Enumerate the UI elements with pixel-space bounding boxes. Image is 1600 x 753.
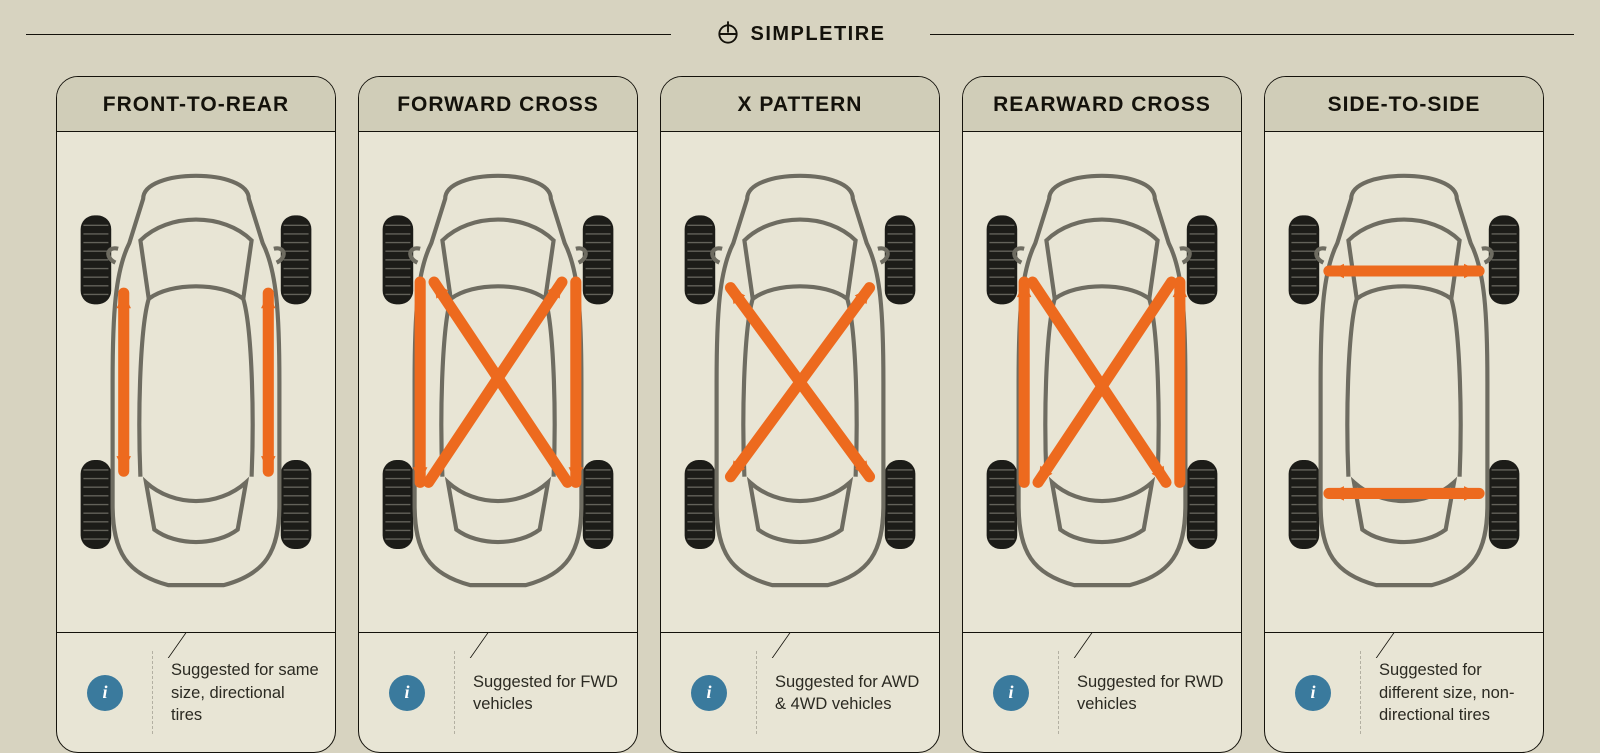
footer-badge-cell: i	[963, 633, 1059, 752]
card-footer: i Suggested for RWD vehicles	[963, 632, 1241, 752]
card-diagram	[359, 132, 637, 632]
info-icon: i	[1295, 675, 1331, 711]
footer-separator	[756, 651, 757, 734]
card-diagram	[661, 132, 939, 632]
card-diagram	[1265, 132, 1543, 632]
footer-separator	[454, 651, 455, 734]
card-title: FORWARD CROSS	[359, 77, 637, 132]
brand-row: SIMPLETIRE	[0, 10, 1600, 58]
card-diagram	[57, 132, 335, 632]
footer-corner-tab	[153, 632, 187, 658]
card-side-to-side: SIDE-TO-SIDE i Suggested for different s…	[1264, 76, 1544, 753]
rule-left	[26, 34, 671, 35]
card-x-pattern: X PATTERN i Suggested for AWD & 4WD vehi…	[660, 76, 940, 753]
card-footer: i Suggested for same size, directional t…	[57, 632, 335, 752]
card-front-to-rear: FRONT-TO-REAR i Suggested for same size,…	[56, 76, 336, 753]
card-footer: i Suggested for different size, non-dire…	[1265, 632, 1543, 752]
footer-badge-cell: i	[57, 633, 153, 752]
brand-name: SIMPLETIRE	[751, 23, 886, 46]
info-icon: i	[389, 675, 425, 711]
rule-right	[930, 34, 1575, 35]
brand-logo-icon	[715, 21, 741, 47]
card-footer: i Suggested for AWD & 4WD vehicles	[661, 632, 939, 752]
card-title: SIDE-TO-SIDE	[1265, 77, 1543, 132]
info-icon: i	[691, 675, 727, 711]
footer-separator	[1360, 651, 1361, 734]
footer-separator	[1058, 651, 1059, 734]
card-title: X PATTERN	[661, 77, 939, 132]
card-rearward-cross: REARWARD CROSS i Suggested for RWD vehic…	[962, 76, 1242, 753]
footer-separator	[152, 651, 153, 734]
cards-row: FRONT-TO-REAR i Suggested for same size,…	[0, 58, 1600, 753]
card-title: REARWARD CROSS	[963, 77, 1241, 132]
card-forward-cross: FORWARD CROSS i Suggested for FWD vehicl…	[358, 76, 638, 753]
footer-badge-cell: i	[661, 633, 757, 752]
footer-corner-tab	[757, 632, 791, 658]
footer-corner-tab	[455, 632, 489, 658]
footer-badge-cell: i	[359, 633, 455, 752]
footer-corner-tab	[1361, 632, 1395, 658]
brand: SIMPLETIRE	[697, 21, 904, 47]
footer-badge-cell: i	[1265, 633, 1361, 752]
card-footer: i Suggested for FWD vehicles	[359, 632, 637, 752]
card-diagram	[963, 132, 1241, 632]
footer-corner-tab	[1059, 632, 1093, 658]
infographic-canvas: SIMPLETIRE FRONT-TO-REAR i Suggested for…	[0, 0, 1600, 711]
card-title: FRONT-TO-REAR	[57, 77, 335, 132]
info-icon: i	[87, 675, 123, 711]
info-icon: i	[993, 675, 1029, 711]
